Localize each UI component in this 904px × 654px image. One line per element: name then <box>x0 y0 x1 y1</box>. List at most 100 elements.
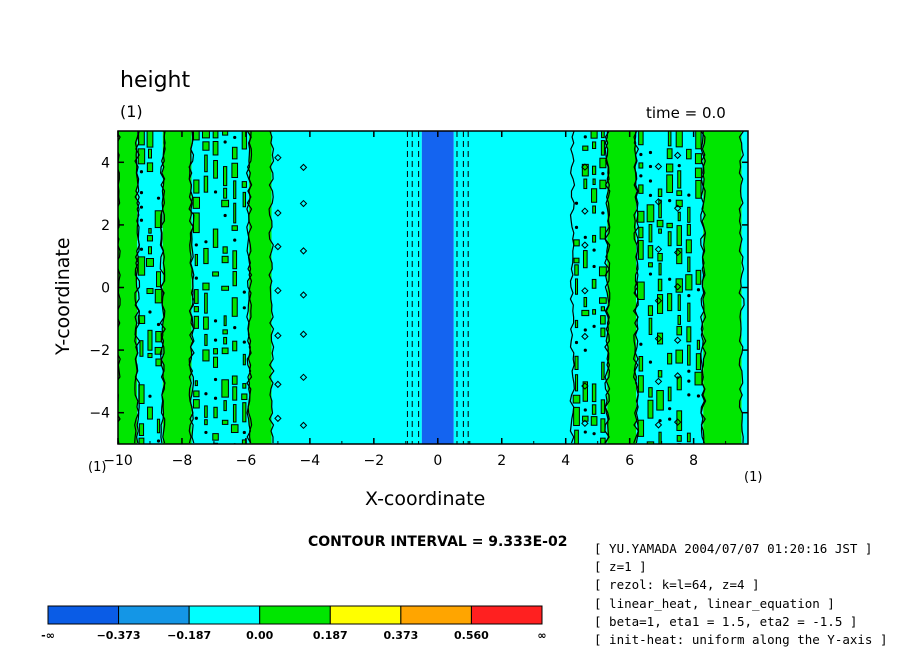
green-streak <box>242 402 247 423</box>
green-streak <box>155 358 162 367</box>
contour-diamond <box>673 372 682 380</box>
contour-dot <box>139 247 144 251</box>
green-streak <box>155 330 162 343</box>
green-streak <box>647 399 654 419</box>
green-streak <box>695 179 702 199</box>
y-tick-label: 0 <box>101 281 110 297</box>
contour-dot <box>139 205 144 209</box>
green-streak <box>638 226 644 239</box>
contour-diamond <box>581 419 589 428</box>
contour-dot <box>592 432 596 436</box>
contour-dot <box>233 135 237 140</box>
contour-dot <box>139 170 144 174</box>
green-streak <box>696 339 701 350</box>
green-streak <box>676 190 683 196</box>
y-tick-label: 4 <box>101 155 110 171</box>
contour-dot <box>639 446 642 449</box>
green-streak <box>638 162 644 169</box>
green-streak <box>666 148 673 160</box>
green-streak <box>677 314 681 325</box>
green-streak <box>203 175 209 193</box>
green-streak <box>581 309 590 317</box>
green-streak <box>686 432 691 443</box>
colorbar-label: −0.187 <box>167 629 211 642</box>
contour-diamond <box>581 241 589 249</box>
green-streak <box>583 178 588 190</box>
green-streak <box>592 205 596 214</box>
green-streak <box>601 361 605 380</box>
green-streak <box>676 248 683 265</box>
green-streak <box>686 223 691 236</box>
colorbar-label: -∞ <box>41 629 55 642</box>
green-streak <box>675 131 683 148</box>
green-streak <box>231 162 239 179</box>
green-streak <box>194 289 199 304</box>
contour-diamond <box>673 283 682 291</box>
contour-diamond <box>673 248 682 257</box>
green-streak <box>147 406 153 420</box>
green-streak <box>138 437 145 444</box>
band-cyan <box>453 131 573 444</box>
green-streak <box>638 184 644 194</box>
green-streak <box>667 293 673 312</box>
green-streak <box>657 188 663 197</box>
x-tick-label: −2 <box>364 453 385 469</box>
contour-dot <box>696 288 701 292</box>
contour-dot <box>639 174 643 178</box>
y-tick-label: −4 <box>89 406 110 422</box>
colorbar-swatch <box>470 605 543 625</box>
contour-diamond <box>673 204 682 212</box>
meta-line: [ z=1 ] <box>594 559 647 575</box>
contour-dot <box>139 191 144 195</box>
contour-dot <box>677 163 681 168</box>
contour-dot <box>233 238 237 242</box>
green-streak <box>137 148 146 165</box>
colorbar-swatch <box>47 605 120 625</box>
green-streak <box>600 437 606 444</box>
band-green <box>162 131 192 444</box>
contour-diamond <box>673 418 682 426</box>
green-streak <box>194 253 198 267</box>
contour-dot <box>592 248 596 252</box>
contour-dot <box>668 277 672 281</box>
green-streak <box>574 278 579 295</box>
green-streak <box>592 234 597 243</box>
colorbar-label: 0.560 <box>454 629 489 642</box>
contour-dot <box>574 201 579 205</box>
green-streak <box>591 383 597 403</box>
green-streak <box>600 306 606 312</box>
contour-diamond <box>581 382 589 390</box>
contour-dot <box>648 360 653 364</box>
green-streak <box>232 271 237 287</box>
green-streak <box>687 206 691 223</box>
colorbar: -∞ −0.373 −0.187 0.00 0.187 0.373 0.560 ∞ <box>41 605 547 642</box>
contour-diamond <box>274 380 282 389</box>
green-streak <box>213 356 219 368</box>
green-streak <box>657 332 664 345</box>
green-streak <box>241 181 247 188</box>
contour-line <box>700 131 707 444</box>
green-streak <box>676 225 682 246</box>
green-streak <box>695 353 702 371</box>
contour-line <box>632 131 640 444</box>
green-streak <box>657 370 663 378</box>
green-streak <box>657 294 664 314</box>
contour-dot <box>668 407 672 411</box>
green-streak <box>591 188 598 203</box>
contour-diamond <box>654 334 663 343</box>
green-streak <box>591 404 597 415</box>
contour-diamond <box>654 297 663 305</box>
green-streak <box>212 271 219 277</box>
contour-diamond <box>274 209 282 217</box>
contour-line <box>159 131 166 444</box>
green-streak <box>574 264 579 276</box>
contour-dot <box>156 439 161 443</box>
colorbar-swatch <box>118 605 190 625</box>
contour-dot <box>213 338 218 342</box>
contour-diamond <box>299 199 308 208</box>
green-streak <box>592 141 597 150</box>
green-streak <box>647 245 654 259</box>
contour-dot <box>213 319 218 323</box>
green-streak <box>695 269 702 285</box>
green-streak <box>232 250 238 270</box>
